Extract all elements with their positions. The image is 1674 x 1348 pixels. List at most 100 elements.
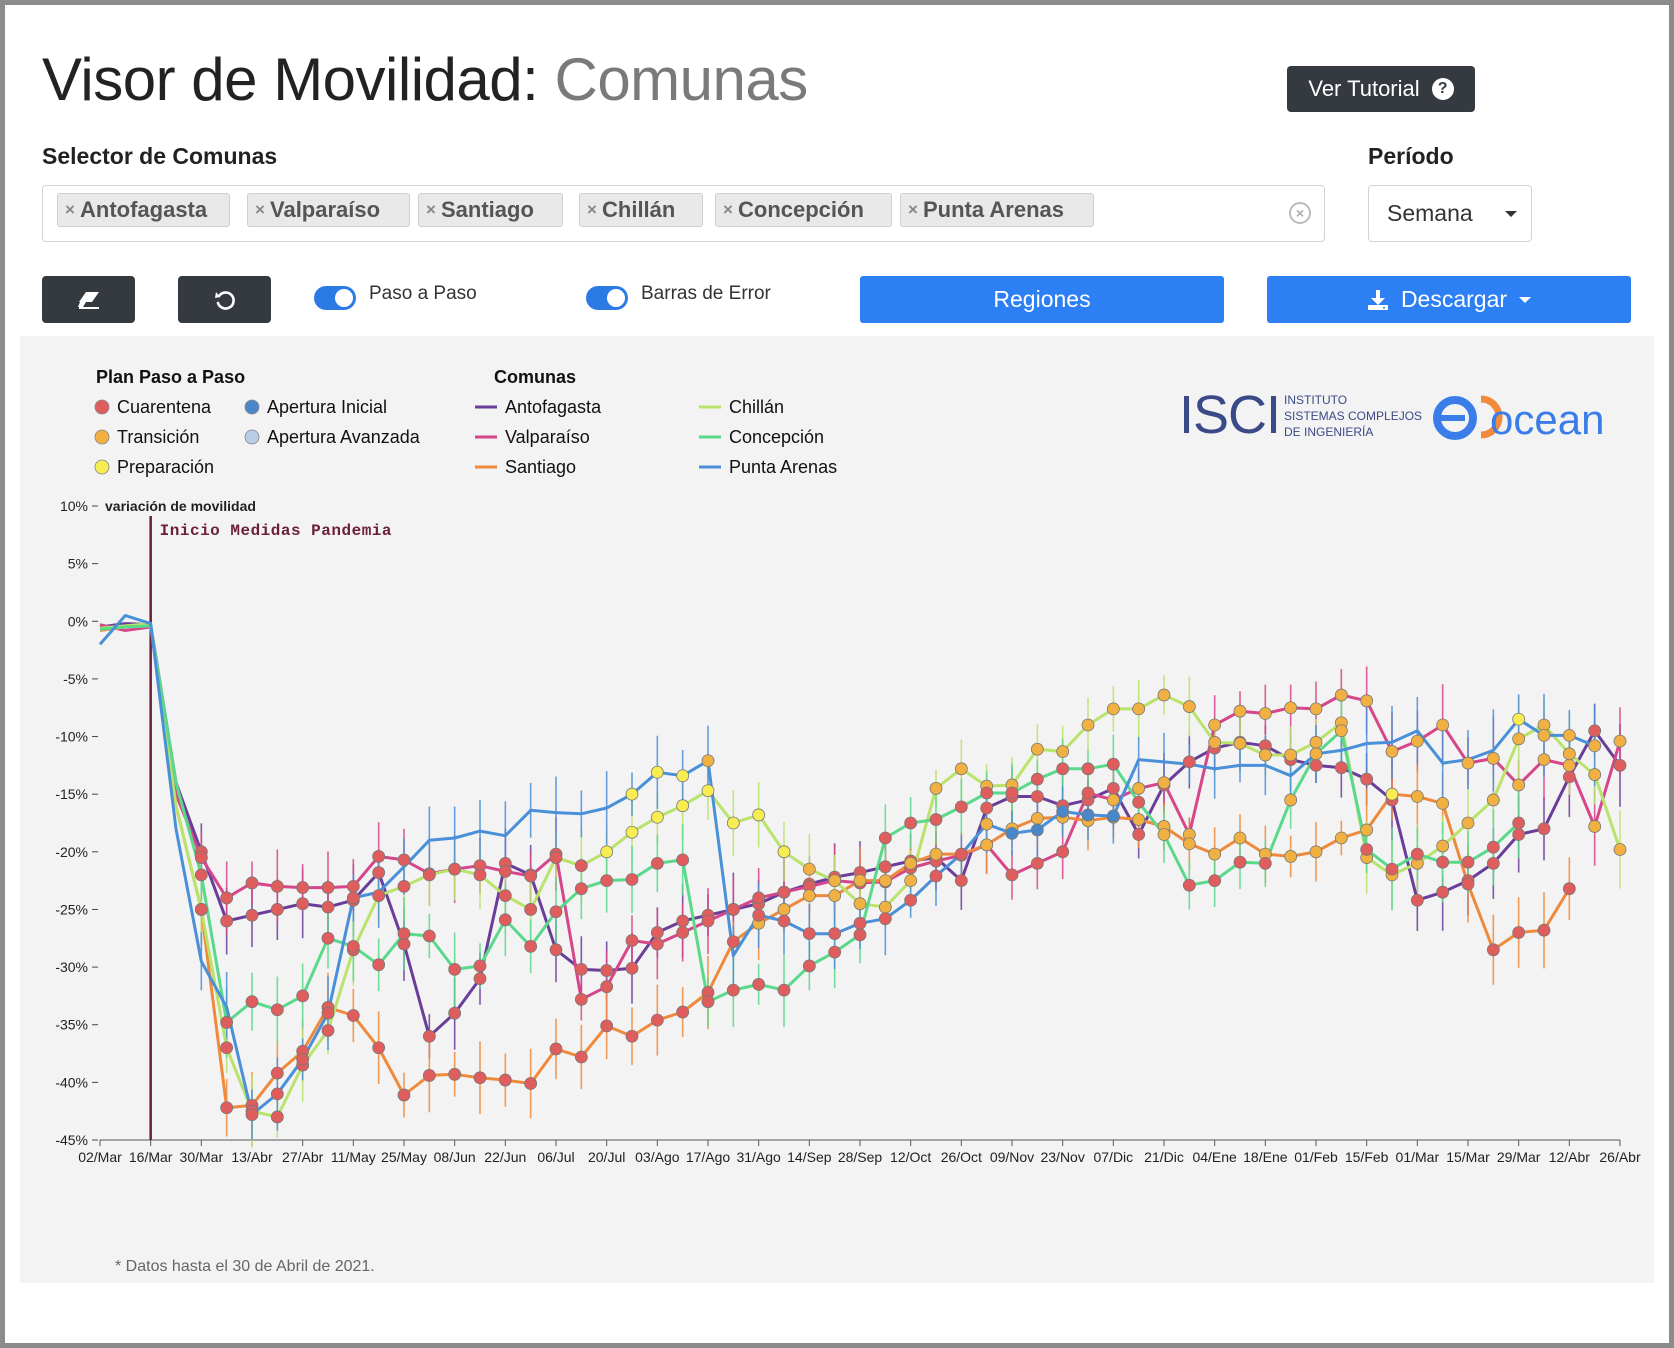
phase-point	[853, 897, 867, 911]
descargar-button[interactable]: Descargar	[1267, 276, 1631, 323]
phase-point	[1360, 694, 1374, 708]
phase-point	[1030, 790, 1044, 803]
phase-point	[245, 995, 259, 1009]
regiones-button-label: Regiones	[993, 286, 1091, 312]
phase-point	[752, 891, 766, 905]
app-window: Visor de Movilidad: Comunas Ver Tutorial…	[5, 5, 1669, 1343]
phase-point	[1284, 748, 1298, 762]
comuna-tag[interactable]: × Chillán	[579, 193, 703, 227]
phase-point	[625, 825, 639, 839]
phase-point	[954, 874, 968, 888]
x-tick-label: 26/Abr	[1599, 1149, 1641, 1165]
phase-point	[574, 1050, 588, 1064]
comuna-tag[interactable]: × Punta Arenas	[900, 193, 1094, 227]
phase-point	[802, 862, 816, 876]
phase-point	[1334, 688, 1348, 702]
phase-point	[1208, 735, 1222, 749]
phase-point	[853, 874, 867, 888]
y-tick-label: -20%	[55, 844, 88, 860]
download-icon	[1367, 289, 1388, 310]
phase-point	[245, 908, 259, 922]
period-select[interactable]: Semana	[1368, 185, 1532, 242]
page-title: Visor de Movilidad: Comunas	[42, 45, 808, 114]
undo-icon	[214, 290, 235, 310]
phase-point	[473, 868, 487, 882]
caret-down-icon	[1505, 211, 1517, 217]
phase-point	[701, 784, 715, 798]
phase-point	[1537, 728, 1551, 742]
phase-point	[701, 914, 715, 928]
phase-point	[802, 889, 816, 903]
comuna-tag[interactable]: × Santiago	[418, 193, 563, 227]
remove-tag-icon[interactable]: ×	[723, 200, 733, 219]
phase-point	[878, 912, 892, 926]
comuna-tag[interactable]: × Antofagasta	[57, 193, 230, 227]
phase-point	[422, 929, 436, 943]
phase-point	[1081, 808, 1095, 822]
paso-a-paso-toggle[interactable]	[314, 286, 356, 310]
x-tick-label: 27/Abr	[282, 1149, 324, 1165]
legend-series-label: Santiago	[505, 457, 576, 477]
phase-point	[1309, 758, 1323, 772]
comuna-tag-label: Chillán	[602, 197, 676, 222]
regiones-button[interactable]: Regiones	[860, 276, 1224, 323]
phase-point	[878, 831, 892, 845]
legend-phase-marker	[94, 429, 110, 445]
y-axis-label: variación de movilidad	[105, 498, 256, 514]
remove-tag-icon[interactable]: ×	[908, 200, 918, 219]
phase-point	[1309, 735, 1323, 749]
barras-error-toggle[interactable]	[586, 286, 628, 310]
phase-point	[1562, 728, 1576, 742]
phase-point	[220, 1016, 234, 1029]
x-tick-label: 18/Ene	[1243, 1149, 1288, 1165]
phase-point	[1461, 816, 1475, 830]
phase-point	[1436, 855, 1450, 869]
phase-point	[954, 800, 968, 814]
legend-phase-label: Apertura Avanzada	[267, 427, 421, 447]
annotation-layer: Inicio Medidas Pandemia	[149, 516, 392, 1140]
phase-point	[1436, 885, 1450, 899]
logos: ISCI INSTITUTO SISTEMAS COMPLEJOS DE ING…	[1179, 385, 1604, 445]
phase-point	[904, 893, 918, 907]
tutorial-button[interactable]: Ver Tutorial ?	[1287, 66, 1475, 112]
legend-phase-label: Preparación	[117, 457, 214, 477]
clear-all-icon[interactable]: ×	[1289, 202, 1311, 224]
phase-point	[220, 891, 234, 905]
phase-point	[625, 934, 639, 947]
comunas-multiselect[interactable]: × Antofagasta × Valparaíso × Santiago × Chil…	[42, 185, 1325, 242]
phase-point	[498, 913, 512, 927]
undo-button[interactable]	[178, 276, 271, 323]
phase-point	[270, 1066, 284, 1080]
remove-tag-icon[interactable]: ×	[587, 200, 597, 219]
comuna-tag-label: Santiago	[441, 197, 534, 222]
pandemic-start-label: Inicio Medidas Pandemia	[160, 522, 392, 540]
phase-point	[1537, 753, 1551, 767]
phase-point	[980, 817, 994, 831]
comuna-tag-label: Punta Arenas	[923, 197, 1065, 222]
x-tick-label: 26/Oct	[941, 1149, 982, 1165]
comuna-tag[interactable]: × Concepción	[715, 193, 892, 227]
legend-phase-label: Transición	[117, 427, 199, 447]
x-tick-label: 30/Mar	[180, 1149, 224, 1165]
phase-point	[1284, 793, 1298, 807]
phase-point	[1030, 742, 1044, 756]
phase-point	[777, 914, 791, 928]
comuna-tag[interactable]: × Valparaíso	[247, 193, 410, 227]
phase-point	[1410, 790, 1424, 803]
phase-point	[473, 972, 487, 986]
phase-point	[1208, 718, 1222, 732]
remove-tag-icon[interactable]: ×	[426, 200, 436, 219]
phase-point	[524, 869, 538, 883]
remove-tag-icon[interactable]: ×	[255, 200, 265, 219]
phase-point	[1030, 856, 1044, 870]
eraser-button[interactable]	[42, 276, 135, 323]
remove-tag-icon[interactable]: ×	[65, 200, 75, 219]
x-tick-label: 09/Nov	[990, 1149, 1034, 1165]
x-tick-label: 12/Oct	[890, 1149, 931, 1165]
isci-logo: ISCI	[1179, 385, 1280, 445]
phase-point	[1385, 862, 1399, 876]
y-tick-label: -25%	[55, 901, 88, 917]
phase-point	[270, 903, 284, 916]
phase-point	[1334, 724, 1348, 738]
period-select-value: Semana	[1387, 200, 1473, 226]
